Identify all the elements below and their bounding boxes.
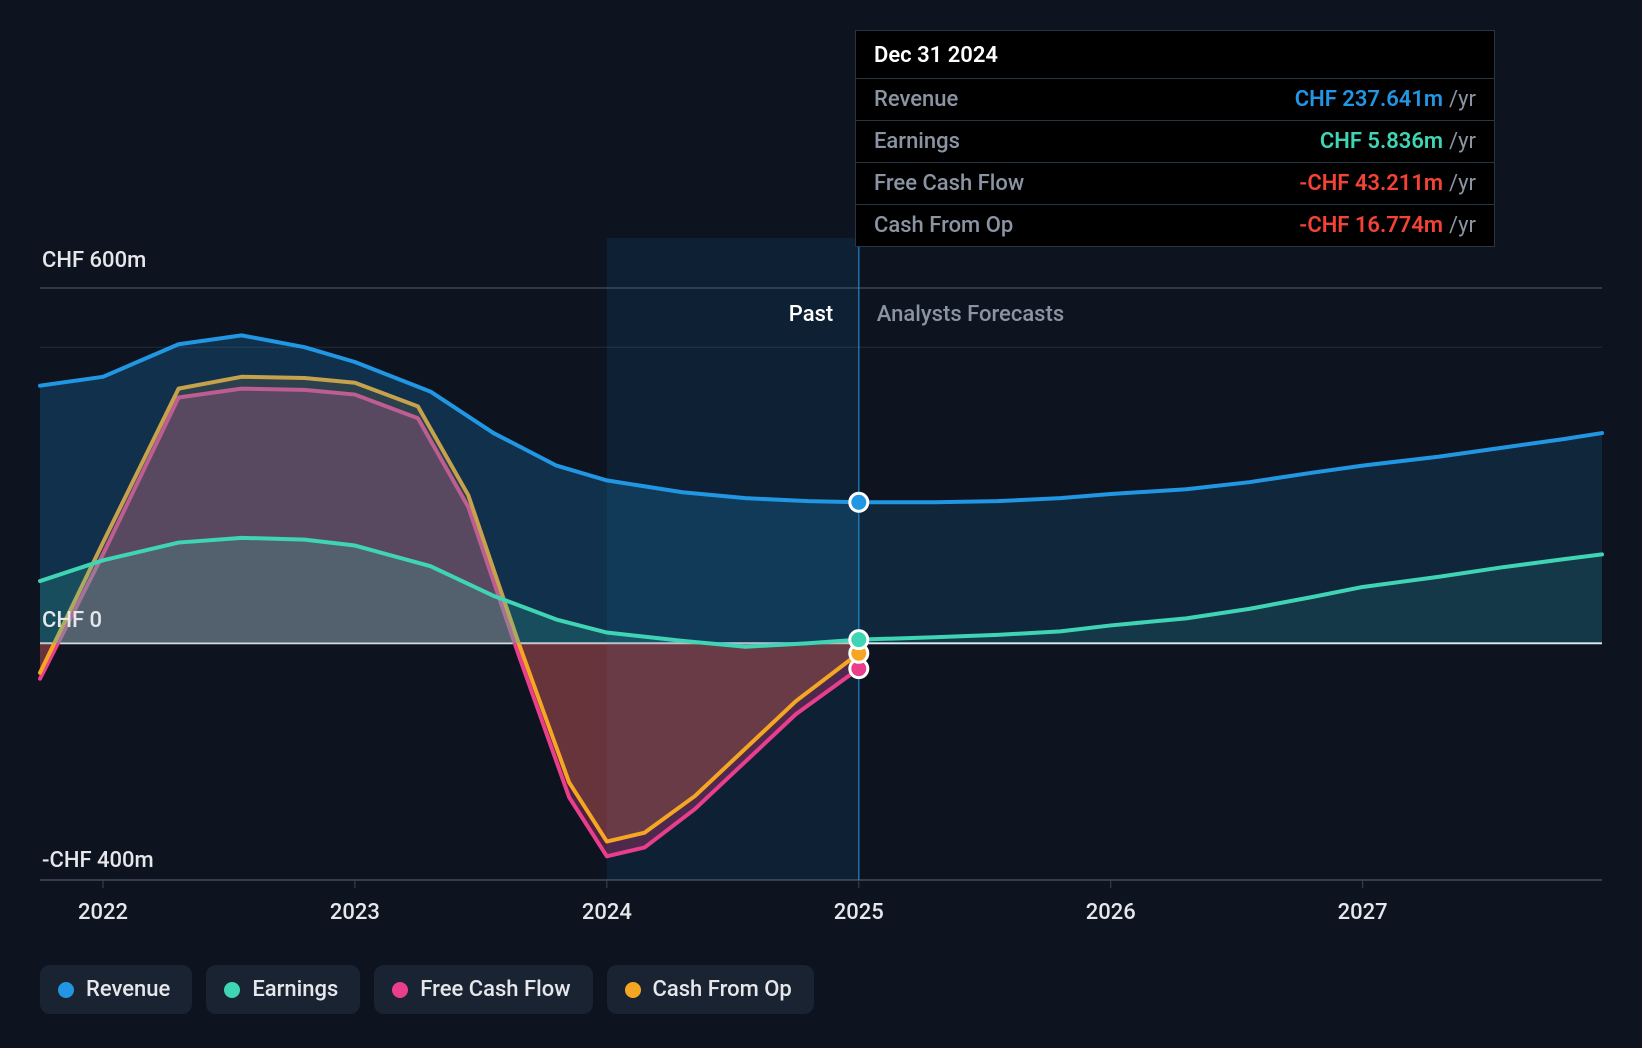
legend-item-fcf[interactable]: Free Cash Flow [374,965,592,1014]
tooltip-date: Dec 31 2024 [856,31,1494,79]
tooltip-suffix: /yr [1449,87,1476,112]
legend-dot-icon [392,982,408,998]
legend-item-earnings[interactable]: Earnings [206,965,360,1014]
x-tick-2023: 2023 [330,900,380,925]
tooltip-row-earnings: Earnings CHF 5.836m/yr [856,121,1494,163]
tooltip-suffix: /yr [1449,129,1476,154]
legend-label: Revenue [86,977,170,1002]
x-tick-2026: 2026 [1086,900,1136,925]
legend-dot-icon [625,982,641,998]
tooltip-metric: Earnings [874,129,960,154]
tooltip-suffix: /yr [1449,171,1476,196]
financial-chart: CHF 600m CHF 0 -CHF 400m 2022 2023 2024 … [0,0,1642,1048]
section-label-forecast: Analysts Forecasts [877,302,1064,327]
tooltip-value: -CHF 43.211m [1299,171,1443,196]
legend-label: Earnings [252,977,338,1002]
tooltip-suffix: /yr [1449,213,1476,238]
chart-legend: Revenue Earnings Free Cash Flow Cash Fro… [40,965,814,1014]
x-tick-2025: 2025 [834,900,884,925]
tooltip-metric: Free Cash Flow [874,171,1024,196]
legend-dot-icon [224,982,240,998]
y-tick-n400: -CHF 400m [42,848,154,873]
x-tick-2027: 2027 [1338,900,1388,925]
tooltip-value: -CHF 16.774m [1299,213,1443,238]
legend-dot-icon [58,982,74,998]
tooltip-value: CHF 237.641m [1295,87,1443,112]
x-tick-2024: 2024 [582,900,632,925]
legend-item-cfo[interactable]: Cash From Op [607,965,814,1014]
y-tick-0: CHF 0 [42,608,102,633]
section-label-past: Past [789,302,833,327]
tooltip-row-revenue: Revenue CHF 237.641m/yr [856,79,1494,121]
y-tick-600: CHF 600m [42,248,146,273]
tooltip-metric: Revenue [874,87,958,112]
tooltip-row-fcf: Free Cash Flow -CHF 43.211m/yr [856,163,1494,205]
legend-label: Cash From Op [653,977,792,1002]
tooltip-row-cfo: Cash From Op -CHF 16.774m/yr [856,205,1494,246]
legend-item-revenue[interactable]: Revenue [40,965,192,1014]
chart-tooltip: Dec 31 2024 Revenue CHF 237.641m/yr Earn… [855,30,1495,247]
x-tick-2022: 2022 [78,900,128,925]
tooltip-value: CHF 5.836m [1320,129,1443,154]
legend-label: Free Cash Flow [420,977,570,1002]
tooltip-metric: Cash From Op [874,213,1013,238]
